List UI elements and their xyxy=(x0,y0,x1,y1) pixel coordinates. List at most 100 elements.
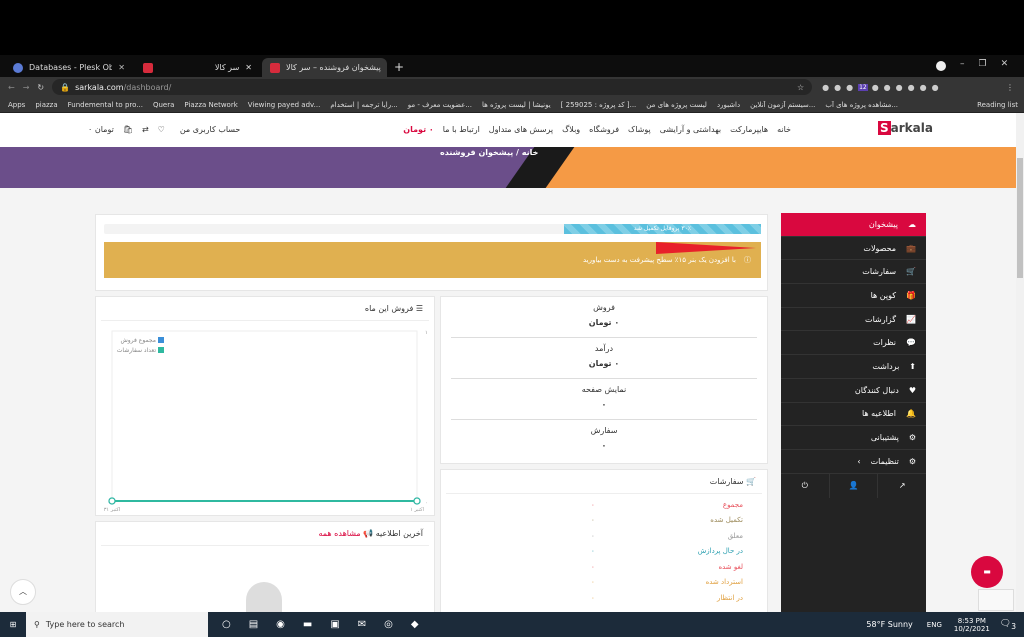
alert-banner: ⓘ با افزودن یک بنر ۱۵٪ سطح پیشرفت به دست … xyxy=(104,242,761,278)
extensions-icons[interactable]: ●●●●●● xyxy=(871,82,944,92)
sidebar-item[interactable]: 🎁 کوپن ها xyxy=(781,284,926,308)
bookmark[interactable]: یونیشا | لیست پروژه ها xyxy=(481,100,551,109)
url-input[interactable]: 🔒 sarkala.com/dashboard/ ☆ xyxy=(52,79,813,95)
bookmark[interactable]: رایا ترجمه | استخدام... xyxy=(330,100,398,109)
tab-plesk[interactable]: Databases - Plesk Obsidian 18.0.✕ xyxy=(5,58,133,77)
bookmark[interactable]: Piazza Network xyxy=(184,100,238,109)
wishlist-icon[interactable]: ♡ xyxy=(157,125,165,134)
order-row[interactable]: مجموع ۰ xyxy=(591,500,743,509)
power-icon[interactable]: ⏻ xyxy=(801,480,808,490)
bookmark[interactable]: سیستم آزمون آنلاین... xyxy=(750,100,816,109)
bookmark[interactable]: Viewing payed adv... xyxy=(247,100,321,109)
order-row[interactable]: تکمیل شده ۰ xyxy=(591,516,743,525)
nav-blog[interactable]: وبلاگ xyxy=(562,125,581,134)
profile-icon[interactable] xyxy=(936,61,946,71)
reading-list[interactable]: Reading list xyxy=(977,100,1018,109)
scrollbar-thumb[interactable] xyxy=(1017,158,1023,278)
scroll-top-button[interactable]: ︿ xyxy=(10,579,36,605)
mini-cart-total[interactable]: ۰ تومان xyxy=(88,125,114,134)
back-icon[interactable]: ← xyxy=(8,82,15,92)
page-banner: خانه / پیشخوان فروشنده xyxy=(0,147,1016,188)
sidebar-item[interactable]: ⚙ پشتیبانی xyxy=(781,426,926,450)
bookmark[interactable]: [ کد پروژه : 259025 ]... xyxy=(560,100,637,109)
compare-icon[interactable]: ⇄ xyxy=(141,125,149,134)
legend-label: مجموع فروش xyxy=(120,337,156,344)
cart-total[interactable]: ۰ تومان xyxy=(403,125,434,134)
clock[interactable]: 8:53 PM 10/2/2021 xyxy=(953,616,990,633)
sidebar-icon: 🛒 xyxy=(906,267,916,277)
x-tick-label: ۳۱ اکتبر xyxy=(104,507,121,513)
sidebar-item[interactable]: 📈 گزارشات xyxy=(781,308,926,332)
notification-icon[interactable]: 🗨3 xyxy=(999,618,1016,631)
nav-contact[interactable]: ارتباط با ما xyxy=(442,125,480,134)
bookmark[interactable]: Fundemental to pro... xyxy=(67,100,143,109)
taskbar-apps[interactable]: ○▤◉▬▣✉◎◆ xyxy=(222,619,437,630)
order-row[interactable]: در انتظار ۰ xyxy=(591,593,743,602)
sidebar-icon: ⬆ xyxy=(909,361,916,371)
progress-fill: ۳۰٪ پروفایل تکمیل شد xyxy=(563,224,761,234)
y-tick-label: ۰ xyxy=(425,500,428,506)
nav-health[interactable]: بهداشتی و آرایشی xyxy=(659,125,722,134)
nav-home[interactable]: خانه xyxy=(777,125,791,134)
cart-icon[interactable]: 🛍 xyxy=(122,125,133,134)
list-icon: ☰ xyxy=(415,304,423,313)
tab-strip: Databases - Plesk Obsidian 18.0.✕ سر کال… xyxy=(0,55,1024,77)
close-icon[interactable]: ✕ xyxy=(245,63,252,72)
scrollbar[interactable] xyxy=(1016,113,1024,612)
order-row[interactable]: لغو شده ۰ xyxy=(591,562,743,571)
bookmark[interactable]: مشاهده پروژه های آب... xyxy=(825,100,899,109)
lang[interactable]: ENG xyxy=(926,620,942,629)
bookmark[interactable]: piazza xyxy=(35,100,58,109)
order-row[interactable]: معلق ۰ xyxy=(591,531,743,540)
extensions-icons[interactable]: ●●● xyxy=(822,82,859,92)
weather[interactable]: 58°F Sunny xyxy=(866,620,913,629)
close-icon[interactable]: ✕ xyxy=(118,63,125,72)
tab-sarkala[interactable]: سر کالا ✕ xyxy=(135,58,260,77)
sidebar-item[interactable]: ⬆ برداشت xyxy=(781,355,926,379)
nav-hypermarket[interactable]: هایپرمارکت xyxy=(730,125,769,134)
tab-dashboard[interactable]: پیشخوان فروشنده – سر کالا✕ xyxy=(262,58,387,77)
y-tick-label: ۱ xyxy=(425,330,428,336)
user-icon[interactable]: 👤 xyxy=(828,473,878,498)
new-tab-button[interactable]: + xyxy=(394,60,405,74)
bookmark[interactable]: عضویت معرف - مو... xyxy=(407,100,472,109)
nav-faq[interactable]: پرسش های متداول xyxy=(488,125,554,134)
stat-sales: فروش ۰ تومان xyxy=(451,297,757,338)
nav-shop[interactable]: فروشگاه xyxy=(589,125,620,134)
order-row[interactable]: استرداد شده ۰ xyxy=(591,578,743,587)
edit-icon[interactable]: ↗ xyxy=(877,473,926,498)
start-icon[interactable]: ⊞ xyxy=(9,620,17,629)
see-all-link[interactable]: مشاهده همه xyxy=(318,529,361,538)
sidebar-item[interactable]: ☁ پیشخوان xyxy=(781,213,926,237)
sidebar-item[interactable]: 🛒 سفارشات xyxy=(781,260,926,285)
window-controls[interactable]: –❐✕ xyxy=(960,59,1023,69)
stat-income: درآمد ۰ تومان xyxy=(451,338,757,379)
account-link[interactable]: حساب کاربری من xyxy=(179,125,241,134)
sidebar-item[interactable]: 💬 نظرات xyxy=(781,331,926,356)
sales-chart: ۰ ۱ ۱ اکتبر ۳۱ اکتبر مجموع فروش تعداد سفارشات xyxy=(104,330,428,513)
info-icon: ⓘ xyxy=(744,256,751,264)
reload-icon[interactable]: ↻ xyxy=(37,82,45,92)
sales-card: ☰ فروش این ماه ۰ ۱ ۱ اکتبر ۳۱ اکتبر مجموع فر… xyxy=(95,296,435,516)
order-row[interactable]: در حال پردازش ۰ xyxy=(591,547,743,556)
bookmark[interactable]: لیست پروژه های من xyxy=(646,100,707,109)
bookmark[interactable]: داشبورد xyxy=(716,100,741,109)
star-icon[interactable]: ☆ xyxy=(796,82,805,92)
menu-icon[interactable]: ⋮ xyxy=(1006,82,1014,92)
sidebar-item[interactable]: ♥ دنبال کنندگان xyxy=(781,379,926,403)
nav-clothing[interactable]: پوشاک xyxy=(628,125,651,134)
chat-button[interactable]: ▬ xyxy=(971,556,1003,588)
sidebar-item[interactable]: ⚙ تنظیمات › xyxy=(781,450,926,474)
sarkala-icon xyxy=(143,62,153,73)
taskbar-search[interactable]: ⚲ Type here to search xyxy=(26,612,208,637)
bookmark-apps[interactable]: Apps xyxy=(8,100,26,109)
forward-icon[interactable]: → xyxy=(22,82,30,92)
lock-icon: 🔒 xyxy=(60,82,71,92)
sidebar-icon: ⚙ xyxy=(908,433,916,443)
bookmark[interactable]: Quera xyxy=(152,100,175,109)
sidebar-item[interactable]: 💼 محصولات xyxy=(781,237,926,261)
sidebar-actions: ↗ 👤 ⏻ xyxy=(781,473,926,498)
sidebar-item[interactable]: 🔔 اطلاعیه ها xyxy=(781,403,926,427)
